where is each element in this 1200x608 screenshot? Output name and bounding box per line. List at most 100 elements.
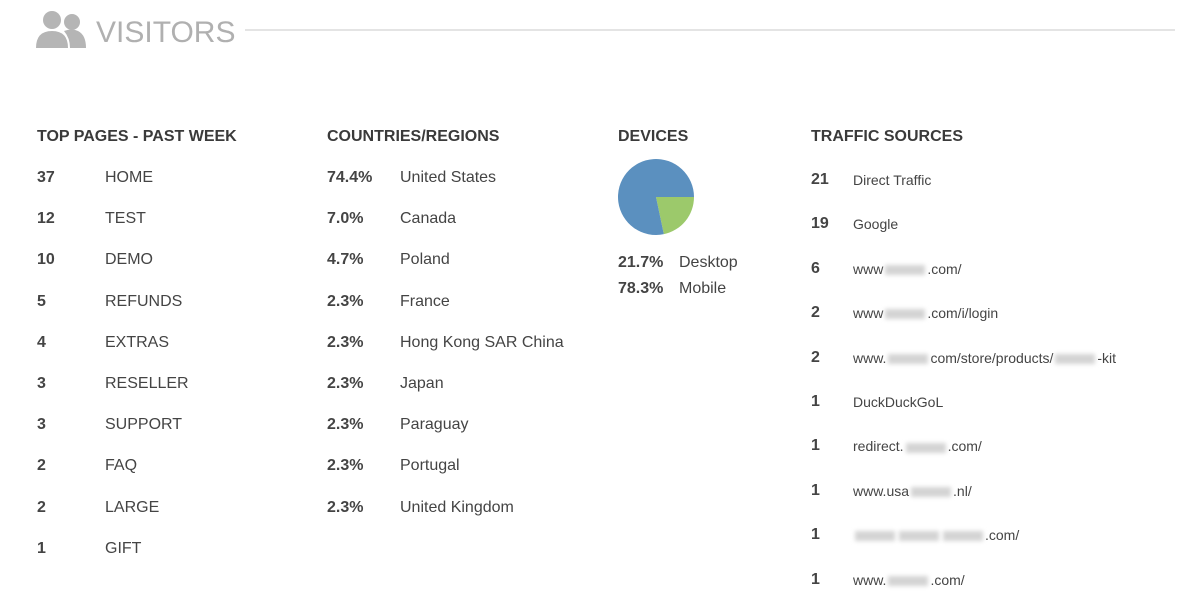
country-name: Portugal bbox=[400, 457, 460, 475]
page-name: SUPPORT bbox=[105, 416, 183, 434]
page-name: FAQ bbox=[105, 457, 138, 475]
redacted bbox=[888, 575, 929, 586]
page-count: 10 bbox=[37, 251, 55, 269]
label-part: .com/ bbox=[985, 527, 1020, 544]
source-label: Direct Traffic bbox=[853, 172, 931, 188]
redacted bbox=[1055, 353, 1096, 364]
country-share: 4.7% bbox=[327, 251, 364, 269]
source-label: www .com/ bbox=[853, 261, 962, 277]
label-part: www.usa bbox=[853, 482, 910, 499]
country-share: 2.3% bbox=[327, 292, 364, 310]
page-count: 5 bbox=[37, 292, 46, 310]
label-part: www bbox=[853, 305, 884, 322]
page-count: 4 bbox=[37, 333, 46, 351]
pie-chart bbox=[617, 159, 694, 235]
label-part: .com/ bbox=[947, 438, 982, 455]
country-share: 2.3% bbox=[327, 416, 364, 434]
label-part: .nl/ bbox=[953, 482, 972, 499]
redacted bbox=[943, 531, 983, 542]
device-share: 78.3% bbox=[618, 280, 664, 297]
source-count: 21 bbox=[811, 171, 829, 188]
page-count: 37 bbox=[37, 169, 55, 186]
source-label: .com/ bbox=[853, 527, 1019, 543]
page-name: GIFT bbox=[105, 539, 142, 557]
page-count: 12 bbox=[37, 210, 55, 228]
label-part: com/store/products/ bbox=[930, 349, 1054, 366]
country-name: France bbox=[400, 292, 450, 310]
country-name: Paraguay bbox=[400, 416, 469, 434]
source-count: 2 bbox=[811, 304, 820, 322]
label-part: www bbox=[853, 260, 884, 277]
redacted bbox=[911, 487, 952, 498]
label-part: www. bbox=[853, 571, 887, 588]
source-count: 19 bbox=[811, 215, 829, 233]
page-count: 3 bbox=[37, 416, 46, 434]
redacted bbox=[888, 353, 929, 364]
source-count: 2 bbox=[811, 348, 820, 366]
country-name: United Kingdom bbox=[400, 498, 514, 516]
country-share: 74.4% bbox=[327, 169, 373, 186]
page-title: VISITORS bbox=[96, 16, 236, 49]
redacted bbox=[905, 442, 946, 453]
redacted bbox=[885, 265, 926, 276]
source-label: www.usa .nl/ bbox=[853, 483, 972, 499]
redacted bbox=[855, 531, 895, 542]
section-title: DEVICES bbox=[618, 128, 689, 145]
label-part: www. bbox=[853, 349, 887, 366]
visitors-icon bbox=[36, 11, 86, 48]
source-count: 1 bbox=[811, 526, 820, 544]
page-name: RESELLER bbox=[105, 375, 189, 392]
source-count: 1 bbox=[811, 393, 820, 410]
country-name: Hong Kong SAR China bbox=[400, 333, 564, 351]
page-name: LARGE bbox=[105, 498, 160, 516]
country-share: 7.0% bbox=[327, 210, 364, 228]
page-name: EXTRAS bbox=[105, 333, 170, 351]
device-name: Desktop bbox=[679, 254, 738, 271]
source-count: 6 bbox=[811, 259, 820, 277]
label-part: DuckDuckGoL bbox=[853, 394, 944, 410]
label-part: .com/ bbox=[930, 571, 965, 588]
source-count: 1 bbox=[811, 570, 820, 588]
pie-slice bbox=[656, 197, 694, 235]
redacted bbox=[899, 531, 939, 542]
label-part: .com/i/login bbox=[927, 305, 999, 322]
page-name: TEST bbox=[105, 210, 146, 228]
source-label: redirect. .com/ bbox=[853, 438, 982, 454]
source-label: www. com/store/products/ -kit bbox=[853, 350, 1116, 366]
source-label: DuckDuckGoL bbox=[853, 394, 943, 410]
country-name: United States bbox=[400, 169, 497, 186]
label-part: Direct Traffic bbox=[853, 172, 932, 188]
source-count: 1 bbox=[811, 437, 820, 455]
page-count: 1 bbox=[37, 539, 46, 557]
label-part: Google bbox=[853, 216, 899, 233]
section-title: TRAFFIC SOURCES bbox=[811, 128, 963, 145]
label-part: redirect. bbox=[853, 438, 904, 455]
country-share: 2.3% bbox=[327, 333, 364, 351]
country-name: Canada bbox=[400, 210, 457, 228]
page-count: 3 bbox=[37, 375, 46, 392]
source-label: Google bbox=[853, 216, 898, 232]
page-name: DEMO bbox=[105, 251, 153, 269]
page-name: REFUNDS bbox=[105, 292, 183, 310]
page-name: HOME bbox=[105, 169, 153, 186]
country-share: 2.3% bbox=[327, 498, 364, 516]
source-count: 1 bbox=[811, 481, 820, 499]
section-title: COUNTRIES/REGIONS bbox=[327, 128, 500, 145]
page-count: 2 bbox=[37, 457, 46, 475]
country-name: Japan bbox=[400, 375, 444, 392]
country-share: 2.3% bbox=[327, 375, 364, 392]
label-part: -kit bbox=[1097, 349, 1117, 366]
device-name: Mobile bbox=[679, 280, 727, 297]
page-count: 2 bbox=[37, 498, 46, 516]
source-label: www .com/i/login bbox=[853, 305, 998, 321]
source-label: www. .com/ bbox=[853, 572, 965, 588]
label-part: .com/ bbox=[927, 260, 962, 277]
country-share: 2.3% bbox=[327, 457, 364, 475]
country-name: Poland bbox=[400, 251, 450, 269]
device-share: 21.7% bbox=[618, 254, 664, 271]
redacted bbox=[885, 309, 926, 320]
section-title: TOP PAGES - PAST WEEK bbox=[37, 128, 237, 145]
pie-slice bbox=[617, 159, 694, 235]
